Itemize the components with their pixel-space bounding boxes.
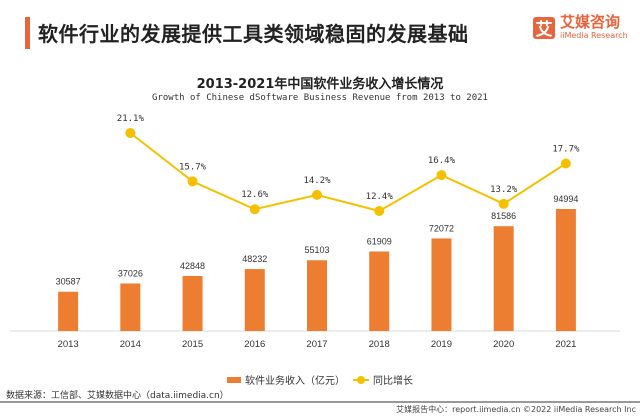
- growth-label-2018: 12.4%: [366, 192, 394, 202]
- growth-point-2016: [249, 204, 260, 215]
- bar-label-2017: 55103: [304, 245, 329, 255]
- growth-point-2021: [560, 158, 571, 169]
- growth-line: [129, 132, 567, 213]
- legend-bar-swatch-icon: [227, 376, 241, 383]
- growth-label-2015: 15.7%: [179, 162, 207, 172]
- x-tick-label-2015: 2015: [182, 339, 203, 350]
- bar-label-2014: 37026: [118, 268, 143, 278]
- growth-label-2021: 17.7%: [552, 144, 580, 154]
- growth-point-2015: [187, 176, 198, 187]
- growth-point-2018: [374, 206, 385, 216]
- x-tick-label-2020: 2020: [493, 339, 514, 350]
- bar-label-2015: 42848: [180, 261, 205, 271]
- bar-2014: [120, 283, 141, 331]
- bar-2019: [431, 238, 452, 331]
- logo-text: 艾媒咨询 iiMedia Research: [560, 15, 628, 40]
- x-tick-label-2013: 2013: [58, 339, 79, 350]
- footer-divider: [0, 401, 640, 403]
- chart-subtitle: Growth of Chinese dSoftware Business Rev…: [152, 93, 488, 103]
- legend-item-revenue: 软件业务收入（亿元）: [227, 372, 345, 387]
- growth-label-2017: 14.2%: [303, 176, 331, 186]
- chart-title: 2013-2021年中国软件业务收入增长情况: [196, 77, 444, 92]
- growth-point-2019: [436, 170, 447, 181]
- growth-label-2016: 12.6%: [241, 190, 269, 200]
- growth-point-2014: [125, 128, 136, 138]
- bar-2021: [555, 209, 576, 331]
- bar-2018: [369, 251, 390, 331]
- bar-label-2013: 30587: [56, 277, 81, 287]
- legend-line-swatch-icon: [353, 375, 369, 384]
- logo: 艾 艾媒咨询 iiMedia Research: [533, 15, 628, 40]
- chart-legend: 软件业务收入（亿元） 同比增长: [0, 372, 640, 387]
- bar-label-2019: 72072: [429, 223, 454, 233]
- bar-label-2018: 61909: [367, 236, 392, 246]
- growth-label-2014: 21.1%: [117, 114, 145, 124]
- legend-item-growth: 同比增长: [353, 372, 413, 387]
- growth-point-2020: [498, 198, 509, 209]
- x-tick-label-2014: 2014: [120, 339, 141, 350]
- logo-mark-icon: 艾: [533, 16, 555, 40]
- x-tick-label-2019: 2019: [431, 339, 452, 350]
- bar-2015: [182, 275, 203, 331]
- bar-label-2020: 81586: [491, 211, 516, 221]
- legend-label-revenue: 软件业务收入（亿元）: [245, 376, 345, 387]
- bar-2016: [244, 269, 265, 331]
- logo-name-en: iiMedia Research: [560, 31, 628, 40]
- growth-label-2020: 13.2%: [490, 185, 518, 195]
- growth-label-2019: 16.4%: [428, 156, 456, 166]
- x-tick-label-2018: 2018: [369, 339, 390, 350]
- bar-label-2016: 48232: [242, 254, 267, 264]
- x-tick-label-2017: 2017: [306, 339, 327, 350]
- bar-2020: [493, 226, 514, 331]
- x-tick-label-2021: 2021: [555, 339, 576, 350]
- x-tick-label-2016: 2016: [244, 339, 265, 350]
- chart: 30587 2013 37026 2014 42848 2015 48232 2016 5510…: [10, 114, 620, 350]
- growth-point-2017: [312, 189, 322, 200]
- footer-credit: 艾媒报告中心：report.iimedia.cn ©2022 iiMedia R…: [396, 405, 636, 414]
- page-title: 软件行业的发展提供工具类领域稳固的发展基础: [38, 22, 469, 46]
- bar-label-2021: 94994: [553, 194, 578, 204]
- title-accent-bar: [25, 17, 30, 49]
- data-source: 数据来源：工信部、艾媒数据中心（data.iimedia.cn）: [6, 391, 229, 401]
- legend-label-growth: 同比增长: [373, 376, 413, 387]
- bar-2017: [307, 260, 327, 331]
- logo-name-cn: 艾媒咨询: [560, 13, 621, 31]
- bar-2013: [58, 291, 79, 331]
